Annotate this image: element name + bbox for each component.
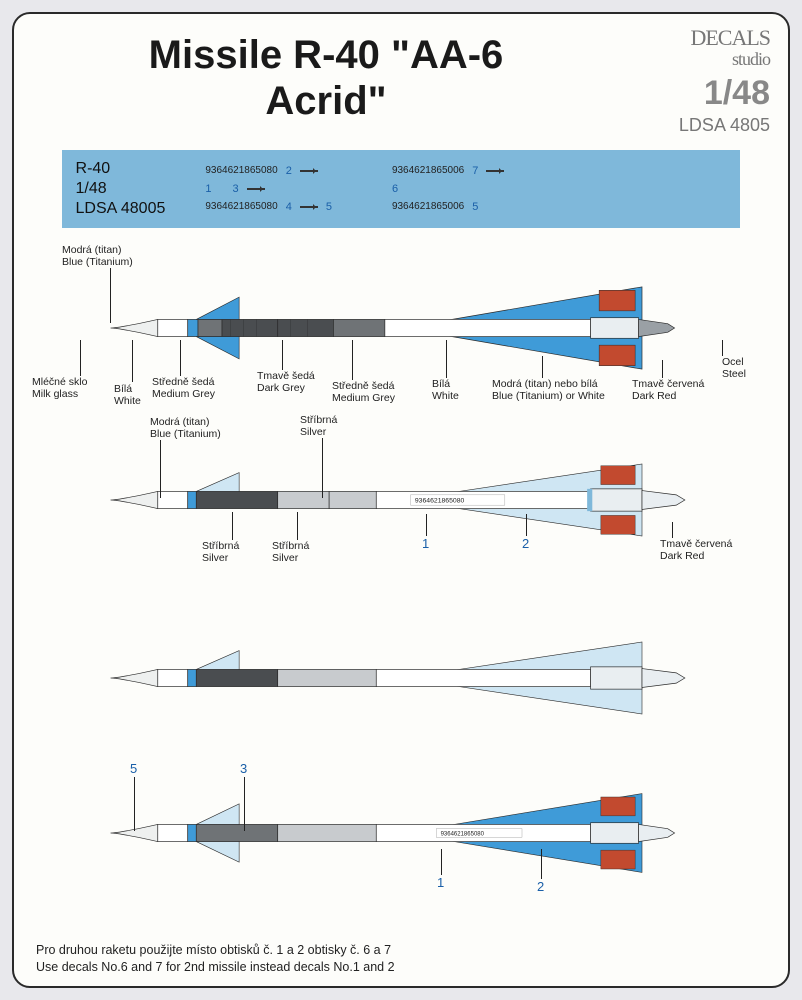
callout-1b: 1 — [437, 875, 444, 890]
code-row: 1 x 3 — [205, 183, 332, 195]
leader-line — [80, 340, 81, 376]
label-blue-titanium-2: Modrá (titan)Blue (Titanium) — [150, 416, 221, 440]
label-dark-red: Tmavě červenáDark Red — [632, 378, 704, 402]
num-4: 4 — [286, 201, 292, 213]
decal-left-3: LDSA 48005 — [76, 199, 166, 219]
brand-block: DECALS studio 1/48 LDSA 4805 — [620, 28, 770, 136]
missile-svg-4: 9364621865080 — [62, 773, 742, 893]
arrow-icon — [486, 170, 504, 172]
num-7: 7 — [472, 165, 478, 177]
callout-5: 5 — [130, 761, 137, 776]
brand-line-2: studio — [732, 49, 770, 69]
leader-line — [110, 268, 111, 323]
leader-line — [352, 340, 353, 380]
arrow-icon — [300, 206, 318, 208]
brand-logo: DECALS studio — [620, 28, 770, 68]
leader-line — [322, 438, 323, 498]
title-block: Missile R-40 "AA-6 Acrid" — [32, 28, 620, 124]
label-silver-top: StříbrnáSilver — [300, 414, 337, 438]
callout-2: 2 — [522, 536, 529, 551]
diagram-area: Modrá (titan)Blue (Titanium) Mléčné sklo… — [32, 238, 770, 928]
arrow-icon — [247, 188, 265, 190]
leader-line — [446, 340, 447, 378]
leader-line — [180, 340, 181, 376]
decal-strip-left: R-40 1/48 LDSA 48005 — [76, 159, 166, 219]
num-6: 6 — [392, 183, 398, 195]
leader-line — [297, 512, 298, 540]
leader-line — [232, 512, 233, 540]
label-med-grey-2: Středně šedáMedium Grey — [332, 380, 395, 404]
serial-text: 9364621865080 — [415, 497, 465, 504]
code-row: 9364621865006 5 — [392, 201, 504, 213]
code-a: 9364621865080 — [205, 165, 277, 176]
label-steel: OcelSteel — [722, 356, 746, 380]
leader-line — [426, 514, 427, 536]
leader-line — [526, 514, 527, 536]
callout-3: 3 — [240, 761, 247, 776]
leader-line — [244, 777, 245, 831]
code-a: 9364621865080 — [205, 201, 277, 212]
code-b: 9364621865006 — [392, 201, 464, 212]
label-silver-1: StříbrnáSilver — [202, 540, 239, 564]
decal-col-b: 9364621865006 7 6 9364621865006 5 — [392, 165, 504, 213]
label-blue-titanium: Modrá (titan)Blue (Titanium) — [62, 244, 133, 268]
code-row: 9364621865006 7 — [392, 165, 504, 177]
leader-line — [541, 849, 542, 879]
svg-text:9364621865080: 9364621865080 — [441, 831, 485, 837]
decal-col-a: 9364621865080 2 1 x 3 9364621865080 4 5 — [205, 165, 332, 213]
sku-text: LDSA 4805 — [620, 115, 770, 136]
code-row: 9364621865080 2 — [205, 165, 332, 177]
decal-codes: 9364621865080 2 1 x 3 9364621865080 4 5 … — [205, 165, 726, 213]
label-milk-glass: Mléčné skloMilk glass — [32, 376, 87, 400]
leader-line — [160, 440, 161, 498]
decal-left-1: R-40 — [76, 159, 166, 179]
label-med-grey: Středně šedáMedium Grey — [152, 376, 215, 400]
leader-line — [132, 340, 133, 382]
scale-text: 1/48 — [620, 74, 770, 113]
leader-line — [672, 522, 673, 538]
missile-row-2: 9364621865080 Modrá (titan)Blue (Titaniu… — [32, 410, 770, 570]
label-white: BíláWhite — [114, 383, 141, 407]
label-dark-red-2: Tmavě červenáDark Red — [660, 538, 732, 562]
decal-strip: R-40 1/48 LDSA 48005 9364621865080 2 1 x… — [62, 150, 741, 228]
leader-line — [722, 340, 723, 356]
missile-svg-2: 9364621865080 — [62, 440, 742, 560]
leader-line — [134, 777, 135, 831]
label-white-2: BíláWhite — [432, 378, 459, 402]
title-line-1: Missile R-40 "AA-6 — [32, 32, 620, 78]
arrow-icon — [300, 170, 318, 172]
callout-2b: 2 — [537, 879, 544, 894]
missile-svg-3 — [62, 618, 742, 738]
num-2: 2 — [286, 165, 292, 177]
num-3: 3 — [233, 183, 239, 195]
footer-cz: Pro druhou raketu použijte místo obtisků… — [36, 942, 395, 959]
header: Missile R-40 "AA-6 Acrid" DECALS studio … — [32, 28, 770, 136]
num-5: 5 — [472, 201, 478, 213]
label-blue-or-white: Modrá (titan) nebo bíláBlue (Titanium) o… — [492, 378, 605, 402]
num-1: 1 — [205, 183, 211, 195]
code-b: 9364621865006 — [392, 165, 464, 176]
label-silver-2: StříbrnáSilver — [272, 540, 309, 564]
leader-line — [542, 356, 543, 378]
callout-1: 1 — [422, 536, 429, 551]
brand-line-1: DECALS — [690, 25, 770, 50]
title-line-2: Acrid" — [32, 78, 620, 124]
num-5: 5 — [326, 201, 332, 213]
instruction-sheet: Missile R-40 "AA-6 Acrid" DECALS studio … — [12, 12, 790, 988]
label-dark-grey: Tmavě šedáDark Grey — [257, 370, 315, 394]
code-row: 6 — [392, 183, 504, 195]
missile-svg-1 — [62, 268, 742, 388]
leader-line — [662, 360, 663, 378]
footer-en: Use decals No.6 and 7 for 2nd missile in… — [36, 959, 395, 976]
leader-line — [282, 340, 283, 370]
decal-left-2: 1/48 — [76, 179, 166, 199]
missile-row-4: 9364621865080 5 3 1 2 — [32, 743, 770, 903]
missile-row-1: Modrá (titan)Blue (Titanium) Mléčné sklo… — [32, 238, 770, 398]
footer-note: Pro druhou raketu použijte místo obtisků… — [36, 942, 395, 976]
missile-row-3 — [32, 588, 770, 748]
code-row: 9364621865080 4 5 — [205, 201, 332, 213]
leader-line — [441, 849, 442, 875]
